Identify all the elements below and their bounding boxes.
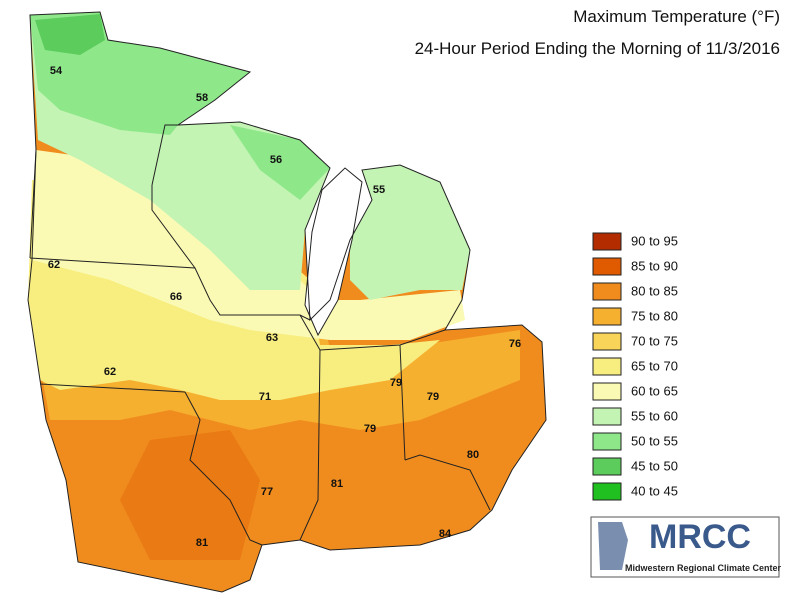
legend-swatch	[592, 407, 622, 426]
subtitle: 24-Hour Period Ending the Morning of 11/…	[415, 39, 780, 58]
legend-swatch	[592, 482, 622, 501]
station-value: 66	[170, 291, 182, 303]
legend-swatch	[592, 232, 622, 251]
station-value: 79	[364, 423, 376, 435]
legend-swatch	[592, 307, 622, 326]
lake-michigan	[304, 167, 363, 337]
station-value: 79	[390, 377, 402, 389]
legend-label: 90 to 95	[631, 233, 678, 248]
logo-full-name: Midwestern Regional Climate Center	[625, 563, 782, 573]
station-value: 56	[270, 154, 282, 166]
station-value: 54	[50, 65, 63, 77]
legend-label: 85 to 90	[631, 258, 678, 273]
station-value: 84	[439, 528, 452, 540]
legend-swatch	[592, 257, 622, 276]
legend-swatch	[592, 282, 622, 301]
logo-icon	[598, 522, 628, 570]
station-value: 77	[261, 486, 273, 498]
station-value: 80	[467, 449, 479, 461]
zone-45	[35, 14, 105, 55]
legend-label: 55 to 60	[631, 408, 678, 423]
zone-55-mi	[350, 165, 470, 300]
station-value: 76	[509, 338, 521, 350]
legend-swatch	[592, 432, 622, 451]
legend-swatch	[592, 457, 622, 476]
legend-label: 45 to 50	[631, 458, 678, 473]
legend-label: 80 to 85	[631, 283, 678, 298]
legend-label: 75 to 80	[631, 308, 678, 323]
legend-label: 40 to 45	[631, 483, 678, 498]
station-value: 63	[266, 332, 278, 344]
legend-swatch	[592, 357, 622, 376]
station-value: 62	[104, 366, 116, 378]
station-value: 58	[196, 92, 208, 104]
station-value: 81	[196, 537, 208, 549]
zone-85	[120, 430, 260, 560]
legend-label: 50 to 55	[631, 433, 678, 448]
station-value: 81	[331, 478, 343, 490]
legend-label: 65 to 70	[631, 358, 678, 373]
station-value: 79	[427, 391, 439, 403]
outline	[27, 11, 547, 593]
title: Maximum Temperature (°F)	[573, 7, 780, 26]
station-value: 55	[373, 184, 385, 196]
legend-swatch	[592, 382, 622, 401]
state-border	[29, 124, 491, 546]
legend-label: 70 to 75	[631, 333, 678, 348]
station-value: 62	[48, 259, 60, 271]
zone-50-b	[230, 125, 330, 200]
logo-name: MRCC	[649, 518, 751, 556]
station-value: 71	[259, 391, 271, 403]
legend-swatch	[592, 332, 622, 351]
logo: MRCC Midwestern Regional Climate Center	[590, 516, 782, 578]
legend-label: 60 to 65	[631, 383, 678, 398]
legend: 90 to 95 85 to 90 80 to 85 75 to 80 70 to 75…	[592, 232, 678, 501]
